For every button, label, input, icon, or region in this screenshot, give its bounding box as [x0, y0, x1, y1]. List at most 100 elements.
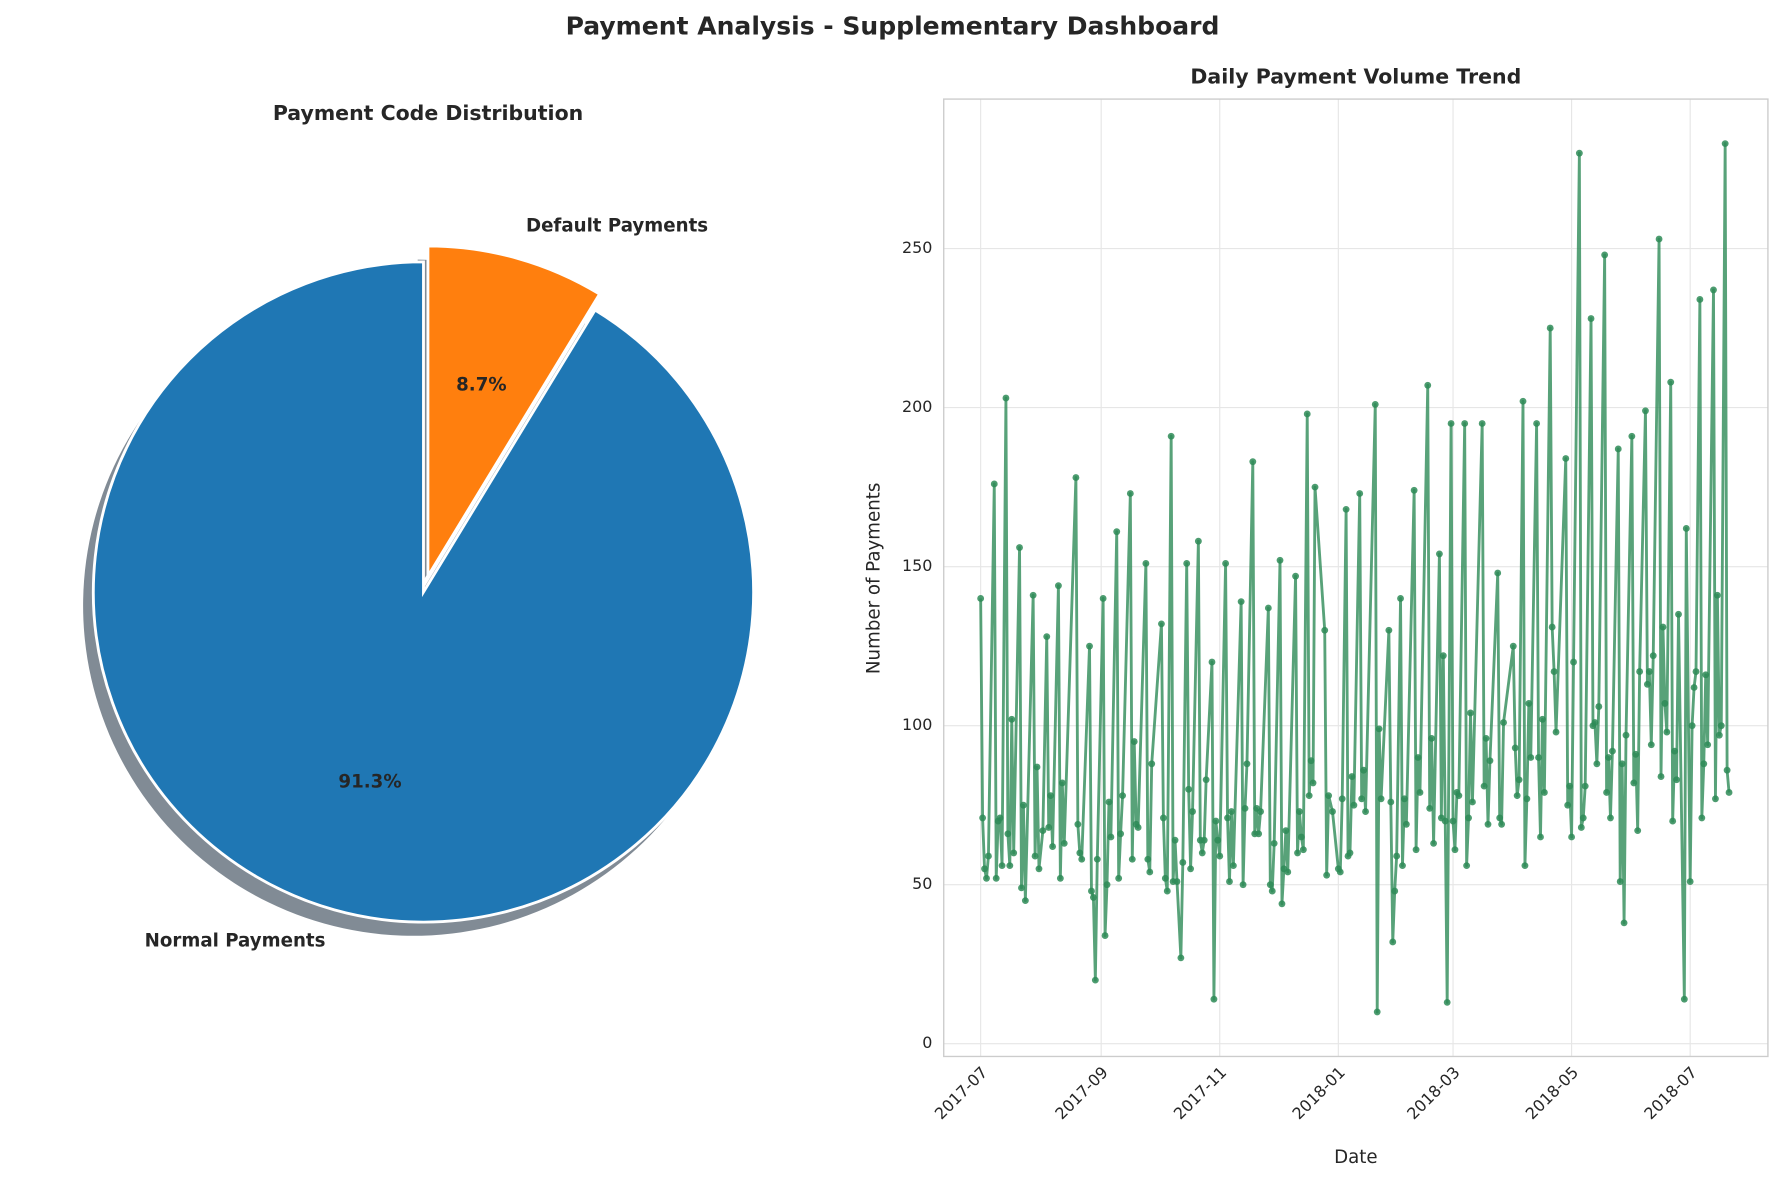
- data-point: [1346, 849, 1354, 857]
- data-point: [990, 480, 998, 488]
- data-point: [1029, 591, 1037, 599]
- data-point: [985, 852, 992, 860]
- data-point: [1144, 855, 1152, 863]
- y-tick-label: 150: [902, 556, 932, 575]
- data-point: [1671, 747, 1679, 755]
- data-point: [1228, 808, 1235, 815]
- data-point: [1568, 833, 1576, 841]
- data-point: [1713, 591, 1721, 599]
- data-point: [1113, 528, 1121, 536]
- data-point: [1224, 814, 1231, 822]
- data-point: [1539, 715, 1546, 723]
- data-point: [1622, 731, 1630, 739]
- data-point: [1055, 582, 1062, 590]
- data-point: [1412, 846, 1420, 854]
- data-point: [1296, 808, 1303, 815]
- data-point: [1074, 820, 1082, 828]
- data-point: [998, 862, 1006, 870]
- data-point: [1212, 817, 1220, 825]
- data-point: [979, 814, 987, 822]
- data-point: [1657, 773, 1665, 780]
- data-point: [1443, 998, 1451, 1006]
- line-title: Daily Payment Volume Trend: [1190, 64, 1521, 88]
- data-point: [1167, 432, 1175, 440]
- data-point: [1142, 560, 1150, 567]
- y-tick-label: 50: [912, 874, 932, 893]
- data-point: [1387, 798, 1395, 806]
- data-point: [1385, 626, 1393, 634]
- data-point: [1377, 795, 1385, 803]
- data-point: [1441, 817, 1449, 825]
- data-point: [1686, 878, 1694, 885]
- data-point: [1601, 251, 1609, 259]
- data-point: [1187, 865, 1195, 873]
- data-point: [1595, 703, 1603, 711]
- pie-slice: [92, 260, 755, 924]
- data-point: [1268, 887, 1276, 895]
- data-point: [1249, 458, 1257, 466]
- x-tick-label: 2018-07: [1640, 1063, 1700, 1123]
- data-point: [1523, 795, 1531, 803]
- data-point: [1500, 719, 1507, 726]
- data-point: [1564, 801, 1572, 809]
- data-point: [1126, 490, 1134, 497]
- data-point: [1546, 324, 1554, 332]
- data-point: [1336, 868, 1344, 876]
- data-point: [1006, 862, 1014, 870]
- data-point: [981, 865, 988, 873]
- data-point: [1540, 789, 1548, 796]
- data-point: [1566, 782, 1574, 790]
- data-point: [1173, 878, 1181, 885]
- data-point: [1362, 808, 1369, 815]
- data-point: [1397, 595, 1404, 602]
- data-point: [1667, 378, 1675, 386]
- data-point: [1297, 833, 1305, 841]
- data-point: [1371, 401, 1379, 408]
- data-point: [1513, 792, 1521, 800]
- data-point: [1183, 560, 1191, 567]
- data-point: [1105, 798, 1113, 806]
- data-point: [983, 874, 990, 882]
- data-point: [1496, 814, 1504, 822]
- data-point: [1721, 140, 1729, 148]
- data-point: [1266, 881, 1274, 889]
- data-point: [1088, 887, 1095, 895]
- data-point: [1712, 795, 1719, 803]
- data-point: [1577, 824, 1585, 831]
- data-point: [1078, 855, 1086, 863]
- data-point: [1161, 874, 1169, 882]
- data-point: [1673, 776, 1680, 784]
- data-point: [1208, 658, 1216, 666]
- x-tick-label: 2017-07: [931, 1063, 991, 1123]
- data-point: [1389, 938, 1397, 946]
- data-point: [1198, 849, 1206, 857]
- data-point: [1159, 814, 1167, 822]
- pie-slice: [426, 244, 602, 582]
- data-point: [1210, 995, 1218, 1003]
- data-point: [1358, 795, 1366, 803]
- data-point: [1226, 878, 1233, 885]
- x-axis-label: Date: [1334, 1147, 1378, 1168]
- pie-value-label: 8.7%: [456, 374, 507, 395]
- data-point: [1548, 623, 1556, 631]
- suptitle: Payment Analysis - Supplementary Dashboa…: [566, 11, 1220, 40]
- data-point: [1338, 795, 1346, 803]
- data-point: [1257, 808, 1264, 815]
- data-point: [1177, 954, 1185, 962]
- data-point: [1189, 808, 1196, 815]
- data-point: [1690, 684, 1698, 691]
- data-point: [1535, 754, 1542, 761]
- data-point: [1058, 779, 1066, 787]
- data-point: [1607, 814, 1614, 822]
- data-point: [1239, 881, 1247, 889]
- pie-label: Normal Payments: [145, 931, 326, 952]
- data-point: [1469, 798, 1476, 806]
- data-point: [1375, 725, 1383, 733]
- data-point: [1060, 839, 1068, 847]
- data-point: [1401, 795, 1408, 803]
- data-point: [1435, 550, 1443, 558]
- data-point: [1550, 668, 1558, 676]
- data-point: [1424, 381, 1432, 389]
- data-point: [1393, 852, 1401, 860]
